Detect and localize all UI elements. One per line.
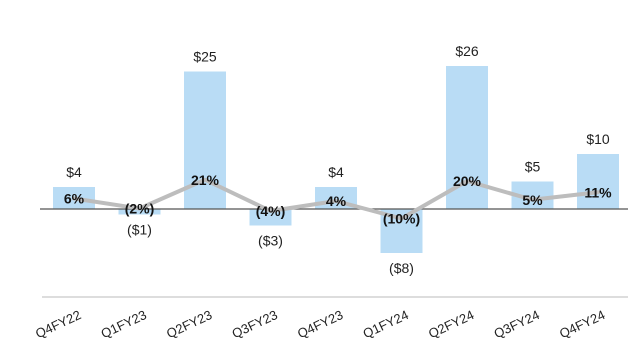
value-label-q1fy24: ($8) [389,260,414,276]
pct-label-q2fy24: 20% [453,173,482,189]
value-label-q1fy23: ($1) [127,222,152,238]
pct-label-q4fy22: 6% [64,191,85,207]
pct-label-q2fy23: 21% [191,172,220,188]
labels-layer: 6% (2%) 21% (4%) 4% (10%) 20% 5% 11% $4 ($1) $25 ($3… [64,43,612,276]
value-label-q3fy24: $5 [525,159,541,175]
pct-label-q1fy24: (10%) [383,211,420,227]
value-label-q2fy23: $25 [193,49,217,65]
value-label-q4fy22: $4 [66,164,82,180]
x-tick-q3fy23: Q3FY23 [230,307,280,341]
pct-label-q3fy23: (4%) [256,203,286,219]
pct-label-q3fy24: 5% [522,192,543,208]
bar-q3fy23 [249,209,292,226]
x-tick-q1fy24: Q1FY24 [361,307,411,341]
x-axis-ticks: Q4FY22 Q1FY23 Q2FY23 Q3FY23 Q4FY23 Q1FY24 Q2FY… [33,307,607,341]
value-label-q4fy24: $10 [586,131,610,147]
bar-q4fy24 [577,154,619,209]
pct-label-q4fy23: 4% [326,193,347,209]
value-label-q3fy23: ($3) [258,233,283,249]
bars-layer [53,66,619,253]
value-label-q4fy23: $4 [328,164,344,180]
value-label-q2fy24: $26 [455,43,479,59]
x-tick-q3fy24: Q3FY24 [492,307,542,341]
pct-label-q1fy23: (2%) [125,201,155,217]
x-tick-q4fy24: Q4FY24 [557,307,607,341]
pct-label-q4fy24: 11% [584,184,612,200]
x-tick-q2fy24: Q2FY24 [426,307,476,341]
x-tick-q1fy23: Q1FY23 [99,307,149,341]
margin-line [72,177,600,221]
x-tick-q2fy23: Q2FY23 [164,307,214,341]
x-tick-q4fy23: Q4FY23 [295,307,345,341]
x-tick-q4fy22: Q4FY22 [33,307,83,341]
bar-q1fy23 [118,209,161,215]
